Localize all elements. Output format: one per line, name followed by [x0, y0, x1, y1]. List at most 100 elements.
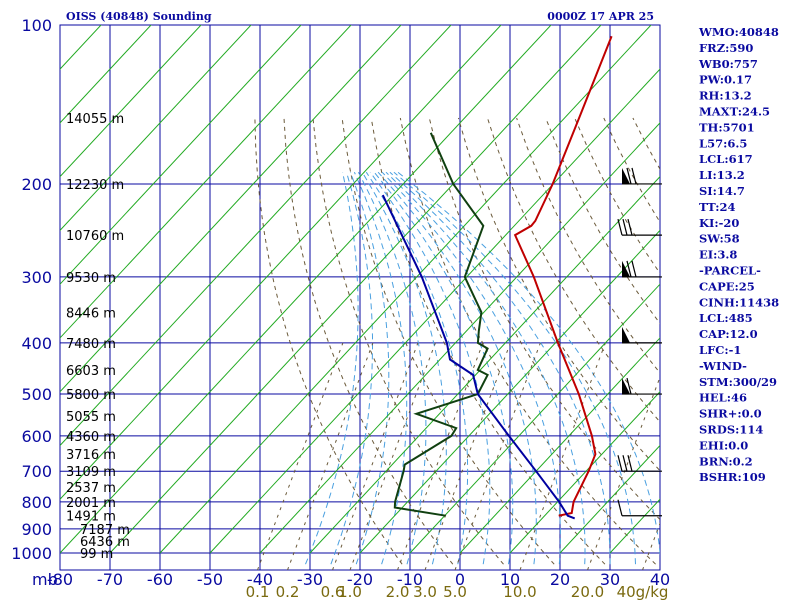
height-label: 14055 m: [66, 112, 124, 127]
moist-adiabat-line: [357, 171, 427, 565]
moist-adiabat-line: [365, 171, 469, 565]
index-value: -WIND-: [699, 359, 747, 373]
isotherm-line: [409, 283, 660, 554]
index-value: L57:6.5: [699, 136, 747, 150]
temperature-tick-label: -60: [147, 570, 173, 589]
index-value: EI:3.8: [699, 248, 737, 262]
wind-barb-feather: [617, 455, 623, 472]
index-value: LCL:617: [699, 152, 753, 166]
height-label: 4360 m: [66, 430, 116, 445]
index-value: EHI:0.0: [699, 438, 748, 452]
indices-panel: WMO:40848 FRZ:590 WB0:757 PW:0.17 RH:13.2 MAX…: [698, 25, 779, 484]
pressure-tick-label: 900: [21, 520, 52, 539]
dry-adiabat-line: [399, 117, 656, 565]
index-value: LFC:-1: [699, 343, 741, 357]
index-value: SRDS:114: [699, 423, 763, 437]
height-label: 2001 m: [66, 496, 116, 511]
temperature-tick-label: 10: [500, 570, 520, 589]
mixing-ratio-label: 20.0: [571, 583, 604, 600]
isotherm-line: [60, 25, 152, 124]
moist-adiabat-line: [353, 172, 408, 565]
mixing-ratio-line: [332, 342, 419, 570]
temperature-tick-label: 20: [550, 570, 570, 589]
wind-barbs: [617, 167, 662, 517]
index-value: TT:24: [699, 200, 736, 214]
wind-barb-feather: [617, 218, 623, 236]
temperature-tick-label: -30: [297, 570, 323, 589]
mixing-ratio-lines: [257, 342, 660, 570]
index-value: STM:300/29: [699, 375, 777, 389]
moist-adiabat-line: [305, 172, 359, 565]
moist-adiabat-line: [369, 171, 491, 565]
wind-barb-feather: [631, 260, 637, 278]
mixing-ratio-label: 0.6: [321, 583, 345, 600]
index-value: PW:0.17: [699, 73, 752, 87]
pressure-tick-label: 700: [21, 462, 52, 481]
isotherm-line: [509, 390, 660, 554]
moist-adiabats: [305, 171, 660, 565]
plot-frame: [59, 24, 661, 571]
dry-adiabat-line: [312, 117, 504, 565]
pressure-tick-label: 800: [21, 493, 52, 512]
isotherm-line: [159, 25, 652, 554]
index-value: BRN:0.2: [699, 454, 753, 468]
index-value: WMO:40848: [698, 25, 779, 39]
dry-adiabat-line: [341, 117, 555, 565]
isotherms: [60, 0, 800, 554]
dry-adiabat-line: [516, 117, 660, 374]
pressure-tick-label: 500: [21, 385, 52, 404]
wind-barb-pennant: [622, 326, 630, 343]
wind-barb-feather: [626, 377, 632, 395]
temperature-tick-label: -20: [347, 570, 373, 589]
mixing-ratio-label: 0.2: [276, 583, 300, 600]
index-value: MAXT:24.5: [699, 105, 770, 119]
wind-barb-feather: [617, 499, 623, 516]
mixing-ratio-label: 5.0: [443, 583, 467, 600]
pressure-tick-label: 100: [21, 16, 52, 35]
moist-adiabat-line: [393, 171, 636, 565]
wind-barb-feather: [622, 455, 628, 472]
moist-adiabat-line: [381, 171, 561, 565]
index-value: KI:-20: [699, 216, 739, 230]
mixing-ratio-label: 3.0: [413, 583, 437, 600]
temperature-tick-label: 40: [650, 570, 670, 589]
chart-title: OISS (40848) Sounding: [66, 10, 212, 23]
wind-barb-pennant: [622, 167, 630, 184]
wind-barb-feather: [627, 455, 633, 472]
index-value: LCL:485: [699, 311, 753, 325]
moist-adiabat-line: [330, 172, 373, 565]
isotherm-line: [60, 25, 252, 232]
height-label: 9530 m: [66, 271, 116, 286]
height-label: 10760 m: [66, 229, 124, 244]
mixing-ratio-label: 2.0: [386, 583, 410, 600]
height-label: 99 m: [80, 547, 113, 562]
index-value: SW:58: [699, 232, 740, 246]
mixing-ratio-line: [349, 342, 436, 570]
moist-adiabat-line: [373, 171, 514, 565]
height-label: 5055 m: [66, 410, 116, 425]
isotherm-line: [559, 444, 660, 554]
temperature-tick-label: -10: [397, 570, 423, 589]
wind-barb-feather: [626, 167, 632, 185]
temperature-tick-label: -80: [47, 570, 73, 589]
index-value: RH:13.2: [699, 89, 752, 103]
chart-timestamp: 0000Z 17 APR 25: [547, 10, 654, 23]
temperature-tick-label: 30: [600, 570, 620, 589]
mixing-ratio-line: [454, 342, 541, 570]
index-value: CAPE:25: [699, 279, 755, 293]
isotherm-line: [459, 337, 660, 554]
moist-adiabat-line: [389, 171, 611, 565]
isotherm-line: [60, 25, 402, 393]
index-value: FRZ:590: [699, 41, 753, 55]
isotherm-line: [60, 25, 452, 447]
pressure-tick-label: 600: [21, 427, 52, 446]
isotherm-line: [760, 0, 800, 553]
temperature-tick-label: -50: [197, 570, 223, 589]
moist-adiabat-line: [350, 172, 390, 565]
isotherm-line: [60, 25, 552, 554]
wind-barb-feather: [626, 260, 632, 278]
mixing-ratio-label: 40g/kg: [617, 583, 669, 600]
dry-adiabat-line: [487, 117, 660, 423]
moist-adiabat-line: [377, 171, 537, 565]
pressure-tick-label: 300: [21, 268, 52, 287]
